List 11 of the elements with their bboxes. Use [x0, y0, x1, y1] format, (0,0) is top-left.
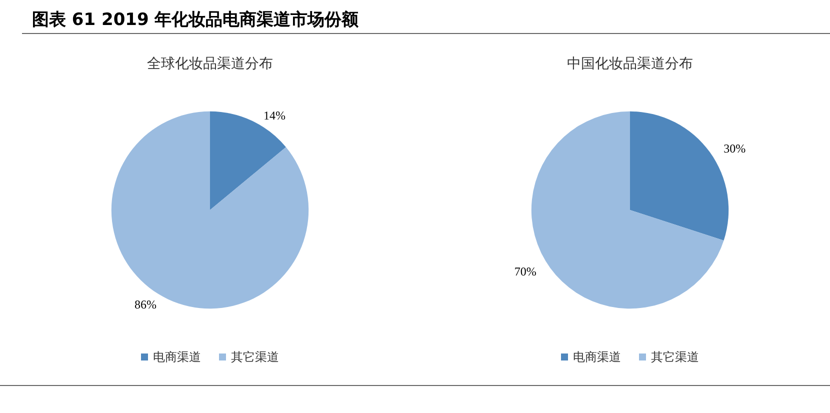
chart-title: 中国化妆品渠道分布 — [567, 56, 693, 72]
legend-label: 电商渠道 — [573, 350, 621, 364]
data-label: 70% — [514, 264, 536, 278]
data-label: 14% — [264, 108, 286, 122]
data-label: 30% — [724, 142, 746, 156]
chart-title: 全球化妆品渠道分布 — [147, 56, 273, 72]
text: 图表 61 2019 年化妆品电商渠道市场份额 — [32, 9, 359, 31]
data-label: 86% — [134, 298, 156, 312]
legend-label: 其它渠道 — [231, 350, 279, 364]
legend-label: 电商渠道 — [153, 350, 201, 364]
legend-label: 其它渠道 — [651, 350, 699, 364]
